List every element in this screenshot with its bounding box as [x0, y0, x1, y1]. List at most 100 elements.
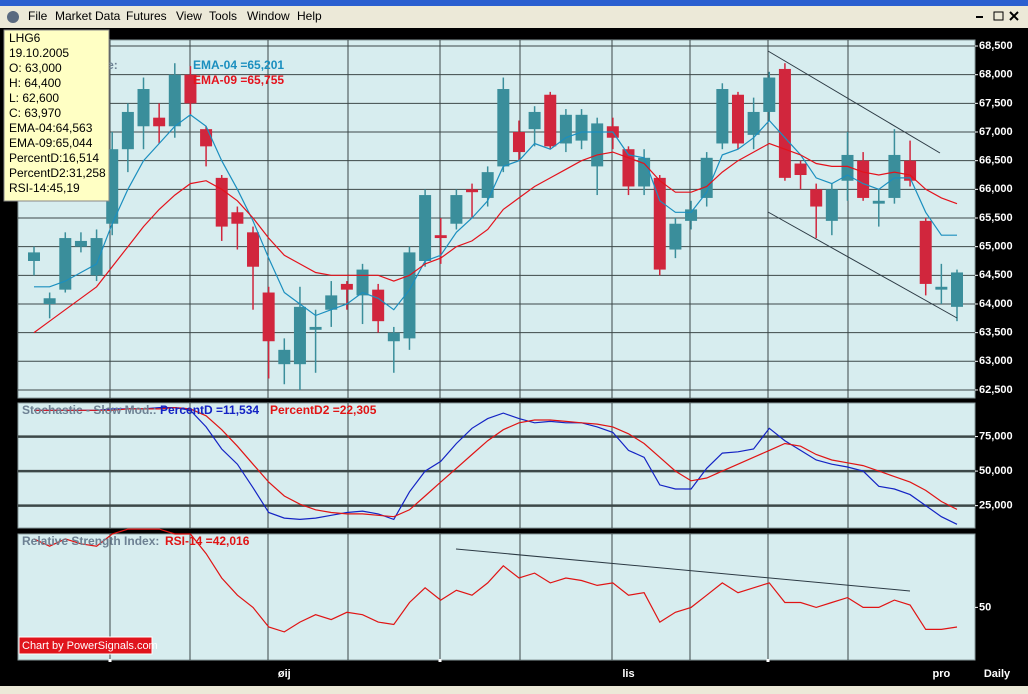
y-tick-label: 62,500	[979, 384, 1013, 396]
candle-body	[544, 94, 557, 147]
trend-line	[767, 50, 941, 154]
candle-body	[685, 209, 698, 221]
candle-body	[559, 114, 572, 144]
info-line: 19.10.2005	[9, 46, 69, 60]
menu-item[interactable]: Tools	[209, 9, 237, 23]
candle-body	[763, 77, 776, 112]
candle-body	[215, 177, 228, 227]
menu-item[interactable]: File	[28, 9, 48, 23]
info-line: L: 62,600	[9, 91, 59, 105]
restore-button[interactable]	[993, 11, 1004, 21]
series-line	[33, 528, 958, 633]
y-tick-label: 50,000	[979, 465, 1013, 477]
y-tick-label: 50	[979, 601, 991, 613]
y-tick-label: 63,500	[979, 327, 1013, 339]
watermark: Chart by PowerSignals.com	[22, 640, 158, 652]
candle-body	[747, 111, 760, 135]
candle-body	[387, 332, 400, 342]
menu-item[interactable]: View	[176, 9, 202, 23]
y-tick-label: 65,000	[979, 241, 1013, 253]
candle-body	[262, 292, 275, 342]
info-line: PercentD2:31,258	[9, 166, 106, 180]
info-box-bg	[3, 29, 110, 202]
x-tick-dot	[438, 659, 442, 662]
y-tick-label: 75,000	[979, 430, 1013, 442]
menu-item[interactable]: Help	[297, 9, 322, 23]
info-line: PercentD:16,514	[9, 151, 99, 165]
y-tick-label: 67,000	[979, 126, 1013, 138]
y-tick-label: 65,500	[979, 212, 1013, 224]
candle-body	[872, 200, 885, 204]
candle-body	[340, 283, 353, 290]
candle-body	[919, 220, 932, 284]
app-icon	[7, 11, 19, 23]
y-tick-label: 64,000	[979, 298, 1013, 310]
series-line	[33, 142, 958, 334]
candle-body	[153, 117, 166, 127]
legend-entry: PercentD =11,534	[160, 403, 259, 417]
candle-body	[184, 74, 197, 104]
x-tick-dot	[108, 659, 112, 662]
menu-item[interactable]: Futures	[126, 9, 167, 23]
close-button[interactable]	[1009, 11, 1019, 21]
candle-body	[888, 154, 901, 198]
candle-body	[512, 132, 525, 153]
candle-body	[278, 349, 291, 365]
candle-body	[591, 123, 604, 167]
candle-body	[497, 89, 510, 167]
menu-item[interactable]: Market Data	[55, 9, 121, 23]
candle-body	[168, 74, 181, 127]
candle-body	[716, 89, 729, 144]
series-line	[34, 406, 958, 518]
info-line: RSI-14:45,19	[9, 181, 80, 195]
legend-entry: EMA-09 =65,755	[193, 73, 284, 87]
candle-body	[121, 111, 134, 150]
candle-body	[309, 326, 322, 330]
candle-body	[43, 298, 56, 304]
candle-body	[528, 111, 541, 130]
candle-body	[450, 195, 463, 224]
candle-body	[59, 238, 72, 290]
minimize-button[interactable]	[976, 16, 983, 18]
legend-entry: RSI-14 =42,016	[165, 534, 250, 548]
candle-body	[481, 172, 494, 198]
trend-line	[767, 211, 958, 319]
candle-body	[293, 306, 306, 365]
watermark-bg	[18, 636, 153, 655]
candle-body	[247, 232, 260, 267]
menu-item[interactable]: Window	[247, 9, 290, 23]
y-tick-label: 66,000	[979, 183, 1013, 195]
candle-body	[825, 189, 838, 221]
trend-line	[455, 548, 911, 592]
candle-body	[137, 89, 150, 127]
panel	[17, 533, 976, 661]
status-bar	[0, 686, 1028, 694]
candle-body	[372, 289, 385, 322]
info-line: LHG6	[9, 31, 41, 45]
y-tick-label: 68,000	[979, 69, 1013, 81]
y-tick-label: 67,500	[979, 97, 1013, 109]
candle-body	[325, 295, 338, 310]
candle-body	[434, 235, 447, 239]
panel	[17, 402, 976, 529]
candle-body	[356, 269, 369, 296]
plots: 62,500 63,000 63,500 64,000 64,500 65,000 65,5…	[17, 39, 1013, 680]
y-tick-label: 25,000	[979, 500, 1013, 512]
legend-entry: EMA-04 =65,201	[193, 58, 284, 72]
candle-body	[403, 252, 416, 339]
candle-body	[794, 163, 807, 176]
candle-body	[731, 94, 744, 144]
series-line	[34, 407, 958, 525]
menu: File Market Data Futures View Tools Window Hel…	[28, 9, 322, 23]
candle-body	[28, 252, 40, 261]
legend-entry: PercentD2 =22,305	[270, 403, 377, 417]
candle-body	[466, 189, 479, 193]
info-line: C: 63,970	[9, 106, 61, 120]
y-tick-label: 63,000	[979, 355, 1013, 367]
timeframe: Daily	[984, 668, 1011, 680]
x-tick-label: pro	[932, 668, 950, 680]
candle-body	[841, 154, 854, 181]
candle-body	[904, 160, 917, 181]
